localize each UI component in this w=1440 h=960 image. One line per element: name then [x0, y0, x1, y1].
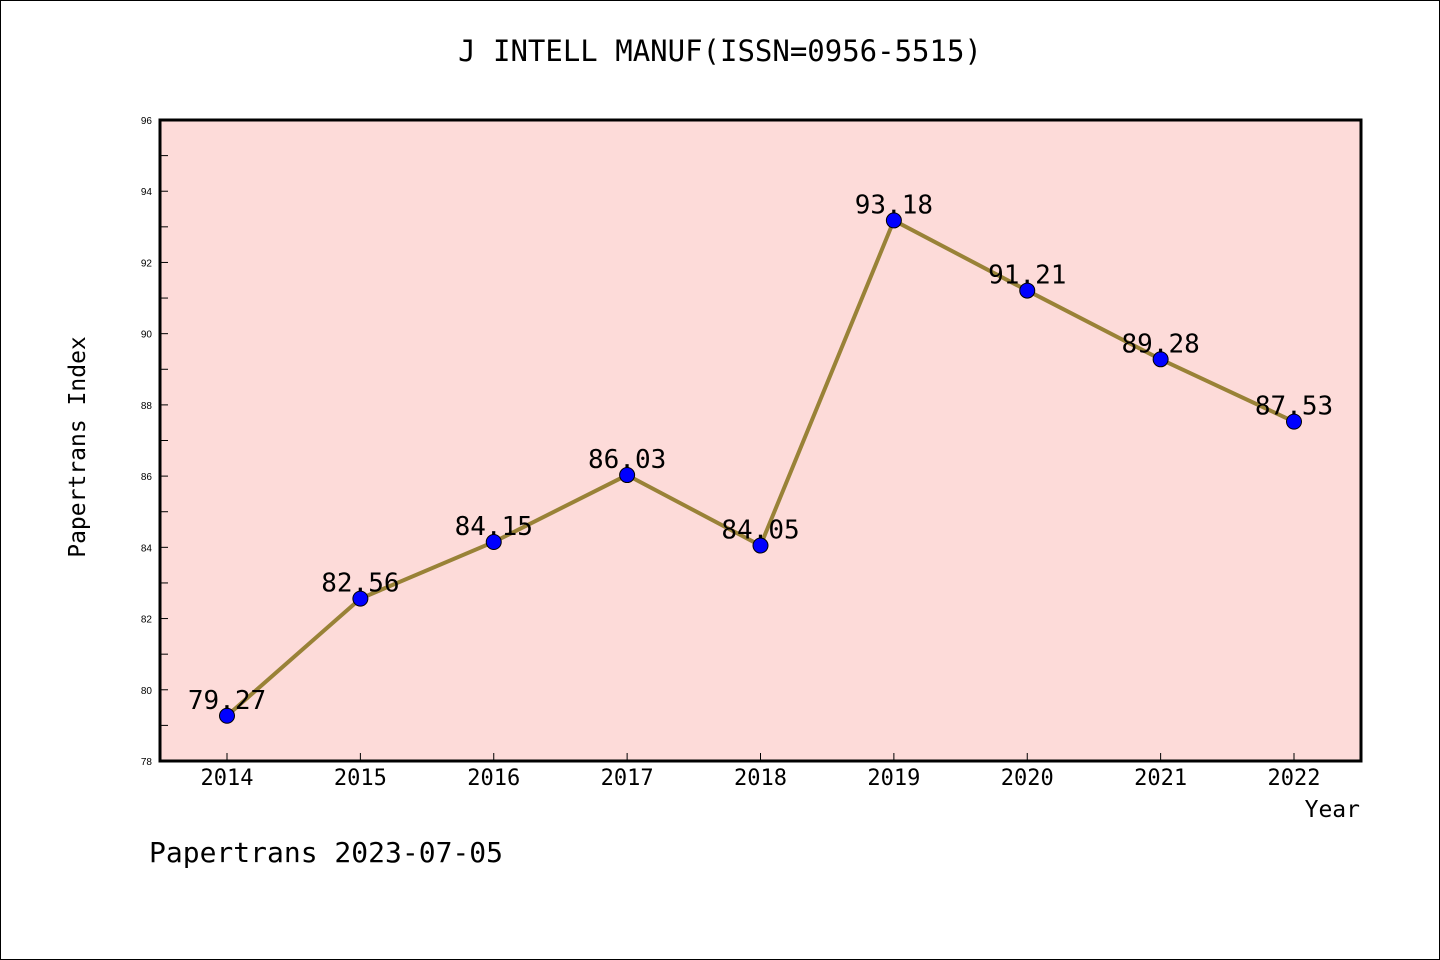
data-label: 79.27 — [188, 686, 266, 716]
data-label: 86.03 — [588, 445, 666, 475]
data-label: 82.56 — [321, 569, 399, 599]
x-tick-label: 2020 — [1001, 766, 1054, 791]
x-tick-label: 2015 — [334, 766, 387, 791]
x-axis: 2014 2015 2016 2017 2018 2019 2020 2021 2022 — [201, 753, 1321, 791]
x-tick-label: 2018 — [734, 766, 787, 791]
x-tick-label: 2017 — [601, 766, 654, 791]
plot-area — [158, 118, 1363, 763]
y-axis: 78 80 82 84 86 88 90 92 94 96 — [141, 116, 168, 768]
y-tick-label: 92 — [141, 258, 153, 269]
x-tick-label: 2016 — [467, 766, 520, 791]
data-label: 87.53 — [1255, 392, 1333, 422]
data-point — [752, 537, 769, 554]
data-label: 84.15 — [455, 512, 533, 542]
data-point — [1286, 413, 1302, 430]
chart-title: J INTELL MANUF(ISSN=0956-5515) — [458, 34, 982, 68]
y-tick-label: 78 — [141, 757, 153, 768]
x-tick-label: 2021 — [1134, 766, 1187, 791]
y-tick-label: 82 — [141, 615, 153, 626]
y-tick-label: 94 — [141, 187, 153, 198]
y-tick-label: 84 — [141, 543, 153, 554]
data-point — [1019, 282, 1036, 299]
x-tick-label: 2019 — [867, 766, 920, 791]
y-tick-label: 80 — [141, 686, 153, 697]
x-tick-label: 2022 — [1268, 766, 1321, 791]
x-axis-label: Year — [1304, 797, 1360, 823]
data-point — [219, 707, 235, 724]
data-point — [352, 590, 369, 607]
data-point — [1152, 351, 1169, 368]
data-label: 84.05 — [721, 516, 799, 546]
data-label: 93.18 — [855, 190, 933, 220]
data-points — [219, 212, 1302, 724]
data-point — [485, 533, 502, 550]
y-tick-label: 96 — [141, 116, 153, 127]
data-point — [619, 467, 636, 484]
y-tick-label: 88 — [141, 401, 153, 412]
data-point — [885, 212, 902, 229]
data-labels: 79.27 82.56 84.15 86.03 84.05 93.18 91.21 89.28… — [188, 190, 1333, 715]
x-tick-label: 2014 — [201, 766, 254, 791]
y-tick-label: 86 — [141, 472, 153, 483]
data-label: 91.21 — [988, 261, 1066, 291]
footer-text: Papertrans 2023-07-05 — [149, 836, 504, 869]
data-label: 89.28 — [1121, 329, 1199, 359]
y-tick-label: 90 — [141, 330, 153, 341]
